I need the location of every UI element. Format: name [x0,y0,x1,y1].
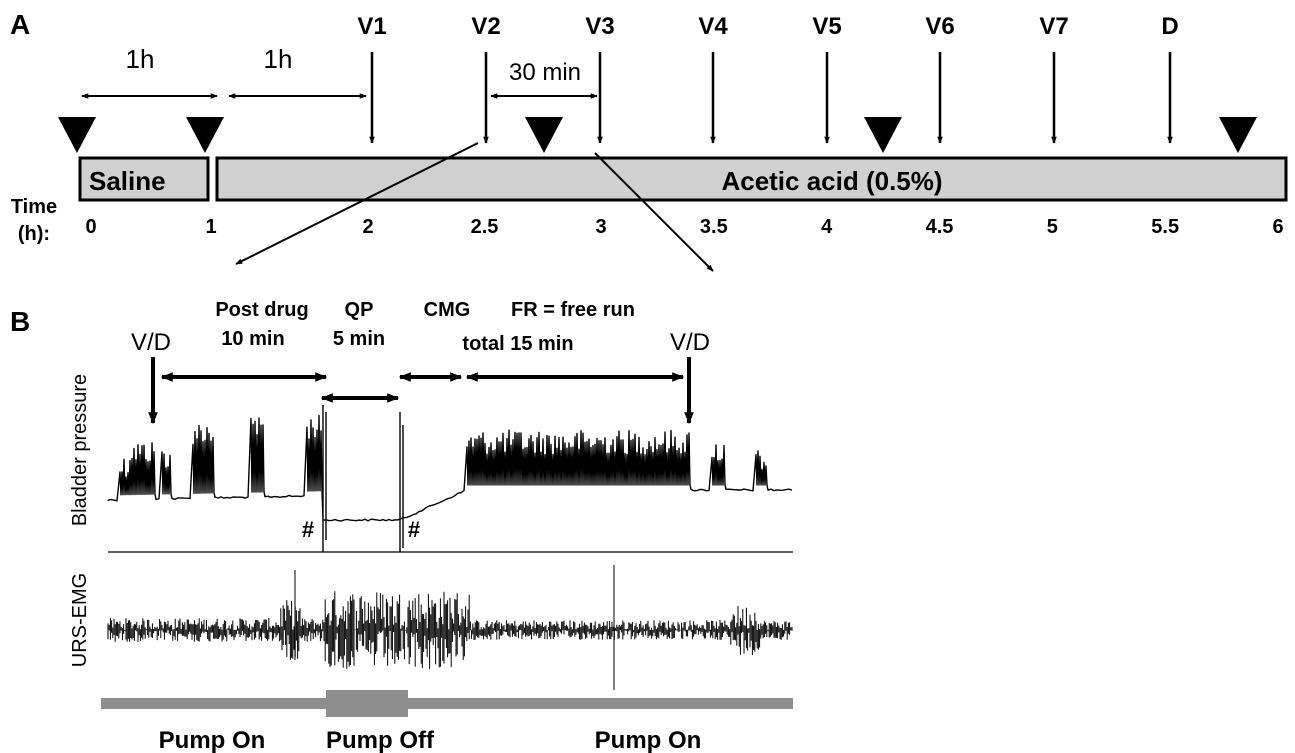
event-label-v2: V2 [471,13,500,40]
sample-marker-triangle [1219,117,1257,153]
event-label-v5: V5 [812,13,841,40]
acetic-acid-label: Acetic acid (0.5%) [721,166,942,196]
hash-mark-right: # [408,517,420,542]
panel-a-label: A [10,9,30,40]
total-duration-label: total 15 min [462,333,573,355]
time-tick-label: 3.5 [700,216,728,238]
sample-marker-triangle [186,117,224,153]
zoom-line-left [235,142,479,265]
zoom-line-right [594,152,714,272]
saline-label: Saline [89,166,166,196]
acetic-acid-bar [215,156,1288,202]
time-axis-label: Time [11,196,57,218]
event-label-v7: V7 [1039,13,1068,40]
pump-off-segment [326,690,408,717]
urs-emg-trace [107,565,793,690]
time-tick-label: 5 [1047,216,1058,238]
interval-label-30min: 30 min [509,59,581,86]
urs-emg-axis-label: URS-EMG [69,573,91,667]
sample-markers [58,117,1257,153]
sample-marker-triangle [525,117,563,153]
pump-on-label-right: Pump On [595,727,702,753]
vd-label-left: V/D [131,329,171,356]
time-axis-unit: (h): [18,223,50,245]
time-tick-label: 4.5 [926,216,954,238]
sample-marker-triangle [864,117,902,153]
post-drug-duration: 10 min [221,328,284,350]
saline-bar [78,156,210,202]
event-label-v6: V6 [925,13,954,40]
post-drug-label: Post drug [215,299,308,321]
pump-off-label: Pump Off [326,727,435,753]
qp-label: QP [345,299,374,321]
time-tick-label: 5.5 [1151,216,1179,238]
time-tick-label: 2 [362,216,373,238]
event-arrows [369,52,1173,144]
time-tick-label: 0 [85,216,96,238]
panel-b-label: B [10,306,30,337]
vd-label-right: V/D [670,329,710,356]
time-tick-label: 4 [821,216,833,238]
interval-label-acid: 1h [264,44,293,74]
time-tick-label: 3 [595,216,606,238]
qp-duration: 5 min [333,328,385,350]
time-tick-label: 2.5 [471,216,499,238]
event-label-v4: V4 [698,13,728,40]
event-label-d: D [1161,13,1178,40]
time-tick-label: 6 [1272,216,1283,238]
time-tick-label: 1 [205,216,216,238]
bladder-pressure-trace [107,405,793,552]
event-label-v1: V1 [357,13,386,40]
sample-marker-triangle [58,117,96,153]
cmg-label: CMG [424,299,471,321]
bladder-pressure-axis-label: Bladder pressure [69,374,91,526]
hash-mark-left: # [302,517,314,542]
pump-on-label-left: Pump On [159,727,266,753]
interval-label-saline: 1h [126,44,155,74]
pump-timeline-bar [101,698,793,709]
phase-arrows [160,372,685,403]
free-run-label: FR = free run [511,299,635,321]
time-ticks: 0 1 2 2.5 3 3.5 4 4.5 5 5.5 6 [85,216,1283,238]
event-label-v3: V3 [585,13,614,40]
